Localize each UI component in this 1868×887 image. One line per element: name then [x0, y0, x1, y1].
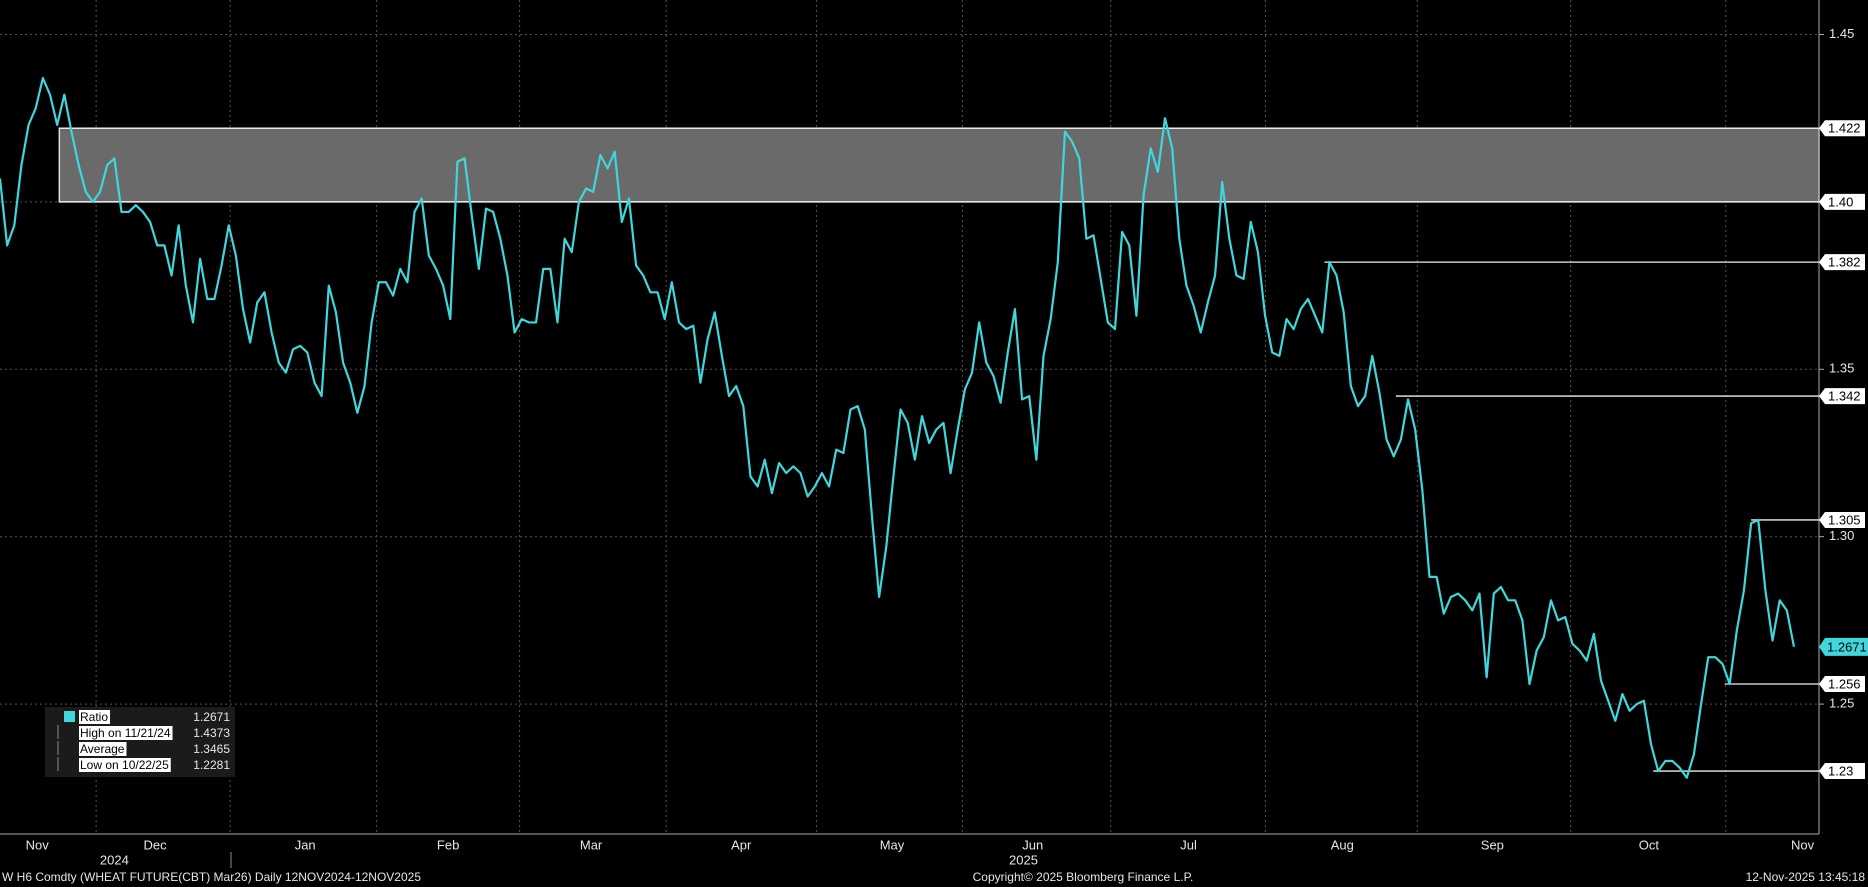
legend-value: 1.2281 — [193, 758, 230, 772]
legend-swatch — [64, 711, 75, 722]
level-label: 1.382 — [1828, 255, 1861, 270]
level-label: 1.422 — [1828, 121, 1861, 136]
y-tick-label: 1.25 — [1829, 696, 1854, 711]
x-tick-label: Jun — [1022, 837, 1043, 852]
y-tick-label: 1.30 — [1829, 528, 1854, 543]
level-box — [1819, 388, 1865, 405]
legend-value: 1.4373 — [193, 726, 230, 740]
year-label: 2025 — [1009, 852, 1038, 867]
legend-value: 1.2671 — [193, 710, 230, 724]
footer-right: 12-Nov-2025 13:45:18 — [1746, 870, 1866, 884]
x-tick-label: Apr — [731, 837, 752, 852]
footer-left: W H6 Comdty (WHEAT FUTURE(CBT) Mar26) Da… — [2, 870, 421, 884]
level-box — [1819, 120, 1865, 137]
legend-label: Ratio — [80, 710, 108, 724]
legend-label-bg — [79, 710, 111, 724]
level-label: 1.40 — [1828, 194, 1853, 209]
legend-label-bg — [79, 726, 173, 740]
footer-center: Copyright© 2025 Bloomberg Finance L.P. — [973, 870, 1194, 884]
x-tick-label: May — [880, 837, 905, 852]
x-tick-label: Sep — [1481, 837, 1504, 852]
x-tick-label: Aug — [1331, 837, 1354, 852]
series-line — [0, 76, 1796, 779]
legend-value: 1.3465 — [193, 742, 230, 756]
y-tick-label: 1.45 — [1829, 26, 1854, 41]
x-tick-label: Feb — [437, 837, 459, 852]
legend-label: Low on 10/22/25 — [80, 758, 169, 772]
last-value-label: 1.2671 — [1827, 639, 1867, 654]
x-tick-label: Jan — [295, 837, 316, 852]
level-box — [1819, 193, 1865, 210]
year-label: 2024 — [100, 852, 129, 867]
x-tick-label: Mar — [580, 837, 603, 852]
x-tick-label: Oct — [1639, 837, 1660, 852]
range-band — [58, 127, 1820, 203]
legend-label-bg — [79, 742, 127, 756]
level-box — [1819, 763, 1865, 780]
level-label: 1.305 — [1828, 512, 1861, 527]
level-box — [1819, 511, 1865, 528]
x-tick-label: Dec — [144, 837, 168, 852]
level-label: 1.23 — [1828, 763, 1853, 778]
legend-label: Average — [80, 742, 125, 756]
x-tick-label: Nov — [1791, 837, 1815, 852]
legend-label: High on 11/21/24 — [80, 726, 171, 740]
last-value-box — [1819, 637, 1868, 656]
level-box — [1819, 676, 1865, 693]
y-tick-label: 1.35 — [1829, 361, 1854, 376]
legend-label-bg — [79, 758, 171, 772]
x-tick-label: Jul — [1180, 837, 1197, 852]
level-label: 1.342 — [1828, 389, 1861, 404]
level-box — [1819, 254, 1865, 271]
x-tick-label: Nov — [26, 837, 50, 852]
level-label: 1.256 — [1828, 676, 1861, 691]
legend: Ratio 1.2671 High on 11/21/24 1.4373 Average… — [45, 707, 235, 777]
